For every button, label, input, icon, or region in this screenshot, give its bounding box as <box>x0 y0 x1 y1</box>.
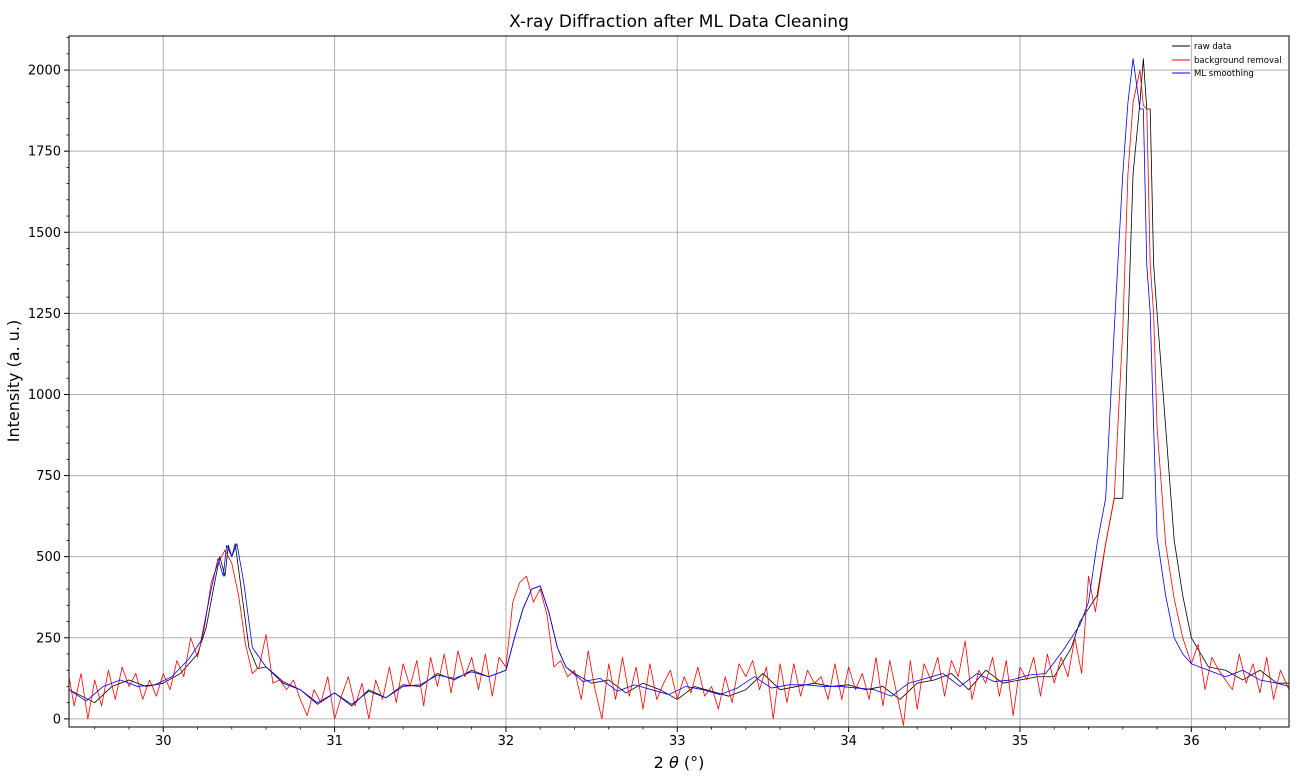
x-tick-label-4: 34 <box>840 734 857 749</box>
x-tick-label-0: 30 <box>155 734 172 749</box>
series-line-2 <box>69 58 1289 705</box>
y-tick-label-5: 1250 <box>28 307 61 322</box>
legend: raw data background removal ML smoothing <box>1172 42 1282 79</box>
series-layer <box>69 58 1289 726</box>
legend-label-background: background removal <box>1194 56 1282 66</box>
series-line-1 <box>69 69 1289 726</box>
plot-frame <box>68 35 1290 728</box>
legend-label-raw: raw data <box>1194 42 1232 52</box>
series-line-0 <box>69 58 1289 707</box>
y-tick-label-1: 250 <box>36 631 61 646</box>
y-tick-label-6: 1500 <box>28 226 61 241</box>
x-tick-label-2: 32 <box>498 734 515 749</box>
x-axis-label-prefix: 2 <box>654 753 669 772</box>
legend-label-ml: ML smoothing <box>1194 69 1254 79</box>
chart-title: X-ray Diffraction after ML Data Cleaning <box>509 12 849 32</box>
x-tick-label-6: 36 <box>1183 734 1200 749</box>
y-tick-label-2: 500 <box>36 550 61 565</box>
x-axis-label: 2 θ (°) <box>654 753 705 772</box>
y-axis-label: Intensity (a. u.) <box>4 320 23 442</box>
x-tick-label-5: 35 <box>1012 734 1029 749</box>
y-tick-label-7: 1750 <box>28 145 61 160</box>
x-axis-label-suffix: (°) <box>679 753 705 772</box>
y-tick-label-8: 2000 <box>28 64 61 79</box>
grid-lines <box>69 36 1289 727</box>
y-tick-label-4: 1000 <box>28 388 61 403</box>
y-tick-label-0: 0 <box>53 712 61 727</box>
x-tick-label-1: 31 <box>326 734 343 749</box>
axis-ticks: 30 31 32 33 34 35 36 0 250 500 750 1000 1250 1500 1750… <box>28 37 1261 749</box>
x-axis-label-theta: θ <box>669 753 679 772</box>
x-tick-label-3: 33 <box>669 734 686 749</box>
y-tick-label-3: 750 <box>36 469 61 484</box>
